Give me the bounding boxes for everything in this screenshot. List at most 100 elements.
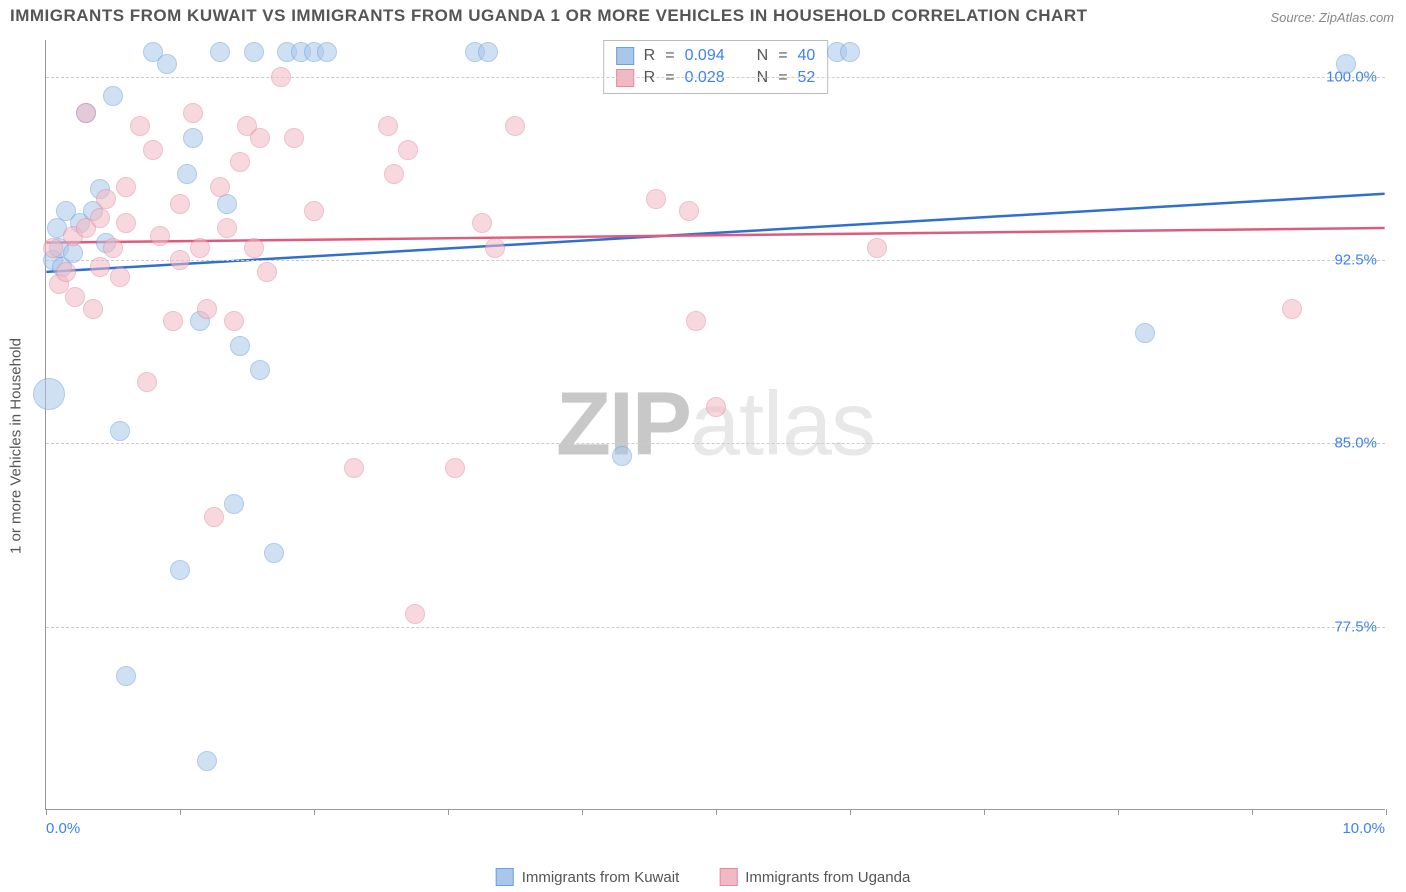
scatter-point [1336, 54, 1356, 74]
scatter-point [143, 140, 163, 160]
gridline [46, 77, 1385, 78]
x-tick [1252, 809, 1253, 815]
scatter-point [183, 128, 203, 148]
scatter-point [210, 177, 230, 197]
scatter-point [110, 267, 130, 287]
scatter-point [116, 666, 136, 686]
scatter-point [197, 299, 217, 319]
scatter-point [177, 164, 197, 184]
scatter-point [90, 257, 110, 277]
stats-row-uganda: R = 0.028 N = 52 [616, 67, 816, 89]
gridline [46, 627, 1385, 628]
scatter-point [706, 397, 726, 417]
scatter-point [405, 604, 425, 624]
scatter-point [76, 103, 96, 123]
scatter-point [224, 311, 244, 331]
scatter-point [472, 213, 492, 233]
legend-item-uganda: Immigrants from Uganda [719, 868, 910, 886]
scatter-point [197, 751, 217, 771]
scatter-point [378, 116, 398, 136]
stats-row-kuwait: R = 0.094 N = 40 [616, 45, 816, 67]
scatter-point [170, 194, 190, 214]
x-tick [716, 809, 717, 815]
scatter-point [264, 543, 284, 563]
gridline [46, 260, 1385, 261]
n-label: N [757, 69, 769, 87]
x-tick [1386, 809, 1387, 815]
scatter-point [116, 213, 136, 233]
scatter-point [344, 458, 364, 478]
scatter-point [1282, 299, 1302, 319]
scatter-point [244, 42, 264, 62]
scatter-point [190, 238, 210, 258]
x-tick [448, 809, 449, 815]
legend-label-kuwait: Immigrants from Kuwait [522, 869, 680, 886]
scatter-point [83, 299, 103, 319]
scatter-point [33, 378, 65, 410]
scatter-point [224, 494, 244, 514]
n-value-kuwait: 40 [798, 47, 816, 65]
scatter-point [90, 208, 110, 228]
scatter-point [217, 218, 237, 238]
r-value-uganda: 0.028 [685, 69, 725, 87]
legend-bottom: Immigrants from Kuwait Immigrants from U… [496, 868, 911, 886]
scatter-point [840, 42, 860, 62]
x-axis-min-label: 0.0% [46, 820, 80, 837]
x-tick [46, 809, 47, 815]
gridline [46, 443, 1385, 444]
x-axis-max-label: 10.0% [1342, 820, 1385, 837]
scatter-point [170, 560, 190, 580]
scatter-point [257, 262, 277, 282]
x-tick [984, 809, 985, 815]
scatter-point [250, 128, 270, 148]
x-tick [314, 809, 315, 815]
swatch-kuwait [616, 47, 634, 65]
scatter-point [384, 164, 404, 184]
scatter-point [130, 116, 150, 136]
scatter-point [170, 250, 190, 270]
y-tick-label: 85.0% [1334, 435, 1377, 452]
eq-sign: = [665, 69, 674, 87]
scatter-point [157, 54, 177, 74]
scatter-point [43, 238, 63, 258]
scatter-point [103, 86, 123, 106]
legend-swatch-uganda [719, 868, 737, 886]
x-tick [582, 809, 583, 815]
scatter-point [230, 152, 250, 172]
legend-swatch-kuwait [496, 868, 514, 886]
scatter-point [103, 238, 123, 258]
scatter-point [679, 201, 699, 221]
scatter-point [686, 311, 706, 331]
scatter-point [163, 311, 183, 331]
x-tick [850, 809, 851, 815]
r-value-kuwait: 0.094 [685, 47, 725, 65]
n-label: N [757, 47, 769, 65]
scatter-point [244, 238, 264, 258]
legend-item-kuwait: Immigrants from Kuwait [496, 868, 680, 886]
source-attribution: Source: ZipAtlas.com [1270, 10, 1394, 25]
swatch-uganda [616, 69, 634, 87]
plot-area: ZIPatlas R = 0.094 N = 40 R = 0.028 N [45, 40, 1385, 810]
scatter-point [63, 243, 83, 263]
scatter-point [1135, 323, 1155, 343]
scatter-point [612, 446, 632, 466]
y-tick-label: 92.5% [1334, 252, 1377, 269]
scatter-point [304, 201, 324, 221]
n-value-uganda: 52 [798, 69, 816, 87]
chart-container: IMMIGRANTS FROM KUWAIT VS IMMIGRANTS FRO… [0, 0, 1406, 892]
y-tick-label: 77.5% [1334, 618, 1377, 635]
x-tick [1118, 809, 1119, 815]
scatter-point [230, 336, 250, 356]
scatter-point [150, 226, 170, 246]
scatter-point [137, 372, 157, 392]
scatter-point [317, 42, 337, 62]
scatter-point [96, 189, 116, 209]
eq-sign: = [778, 47, 787, 65]
scatter-point [65, 287, 85, 307]
r-label: R [644, 69, 656, 87]
scatter-point [485, 238, 505, 258]
scatter-point [250, 360, 270, 380]
eq-sign: = [665, 47, 674, 65]
scatter-point [445, 458, 465, 478]
scatter-point [478, 42, 498, 62]
